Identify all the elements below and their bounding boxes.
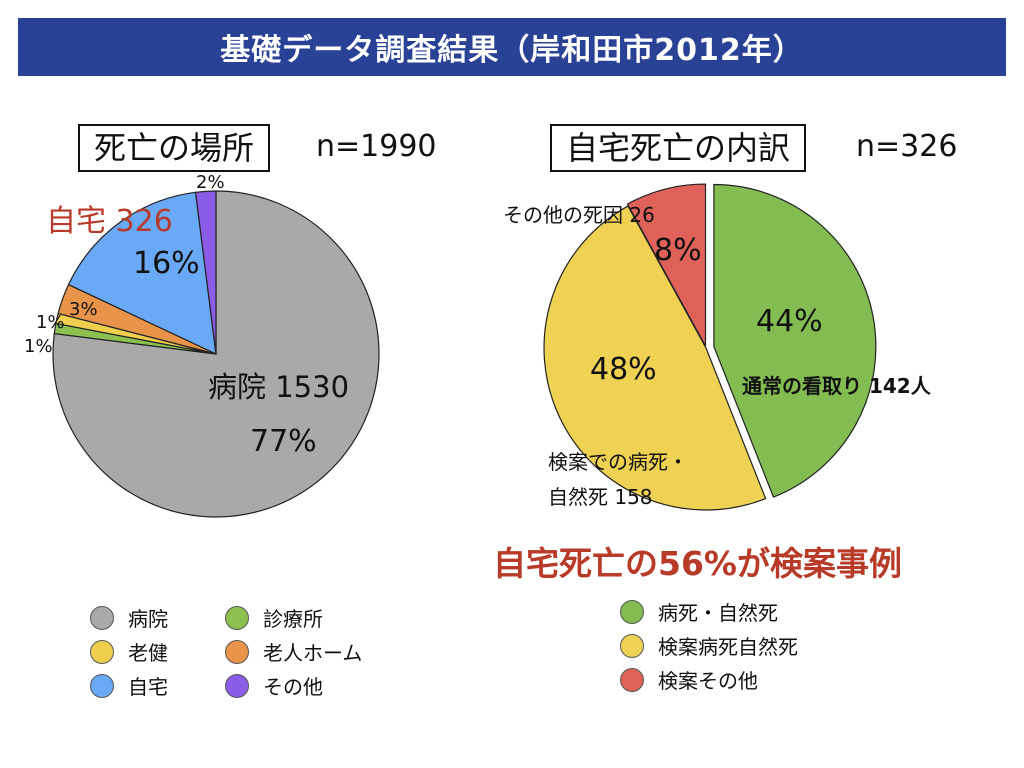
banner-title: 基礎データ調査結果（岸和田市2012年）: [18, 18, 1006, 76]
legend-swatch: [90, 673, 114, 698]
chart1-slice: [67, 191, 217, 356]
legend-swatch: [225, 639, 249, 664]
chart1-pct-home: 16%: [133, 246, 200, 281]
legend-label: その他: [263, 675, 323, 699]
chart1-pct-hospital: 77%: [250, 424, 317, 459]
legend-item-home: 自宅: [90, 671, 168, 700]
chart2-pct-examined: 48%: [590, 352, 657, 387]
chart1-pct-geriatric: 1%: [36, 312, 65, 333]
legend-item-hospital: 病院: [90, 603, 168, 632]
chart2-label-other: その他の死因 26: [503, 203, 655, 227]
legend-item-clinic: 診療所: [225, 603, 323, 632]
legend-label: 病死・自然死: [658, 601, 778, 625]
legend-label: 老人ホーム: [263, 641, 363, 665]
chart2-pct-natural: 44%: [756, 304, 823, 339]
legend-swatch: [620, 599, 644, 624]
chart1-pct-nursing-home: 3%: [69, 299, 98, 320]
legend-label: 検案その他: [658, 669, 758, 693]
headline: 自宅死亡の56%が検案事例: [493, 544, 902, 583]
chart1-slice: [194, 190, 217, 355]
chart1-pct-other: 2%: [196, 172, 225, 193]
legend-label: 検案病死自然死: [658, 635, 798, 659]
chart2-label-examined-line1: 検案での病死・: [548, 450, 688, 474]
legend-label: 老健: [128, 641, 168, 665]
chart1-pct-clinic: 1%: [24, 336, 53, 357]
chart2-slice: [543, 205, 767, 511]
legend-swatch: [620, 667, 644, 692]
chart1-title: 死亡の場所: [78, 124, 271, 172]
chart2-label-natural: 通常の看取り 142人: [742, 374, 931, 398]
chart1-label-hospital: 病院 1530: [208, 370, 350, 404]
legend-swatch: [620, 633, 644, 658]
chart1-slice: [52, 190, 380, 518]
chart2-pct-other: 8%: [654, 233, 702, 268]
chart2-n-label: n=326: [856, 129, 958, 164]
legend-label: 病院: [128, 607, 168, 631]
chart2-slice: [626, 183, 707, 347]
chart2-title: 自宅死亡の内訳: [550, 124, 807, 172]
legend-item-nursing-home: 老人ホーム: [225, 637, 362, 666]
legend-swatch: [225, 673, 249, 698]
legend-item-geriatric: 老健: [90, 637, 168, 666]
legend-label: 自宅: [128, 675, 168, 699]
legend-item-other: その他: [225, 671, 323, 700]
legend-item-natural-death: 病死・自然死: [620, 597, 778, 626]
legend-swatch: [225, 605, 249, 630]
chart1-n-label: n=1990: [316, 129, 437, 164]
legend-swatch: [90, 639, 114, 664]
legend-label: 診療所: [263, 607, 323, 631]
chart2-label-examined-line2: 自然死 158: [548, 485, 653, 509]
legend-swatch: [90, 605, 114, 630]
chart1-callout-home: 自宅 326: [46, 204, 173, 239]
legend-item-examined-other: 検案その他: [620, 665, 758, 694]
legend-item-examined-natural: 検案病死自然死: [620, 631, 798, 660]
chart2-slice: [713, 183, 877, 498]
